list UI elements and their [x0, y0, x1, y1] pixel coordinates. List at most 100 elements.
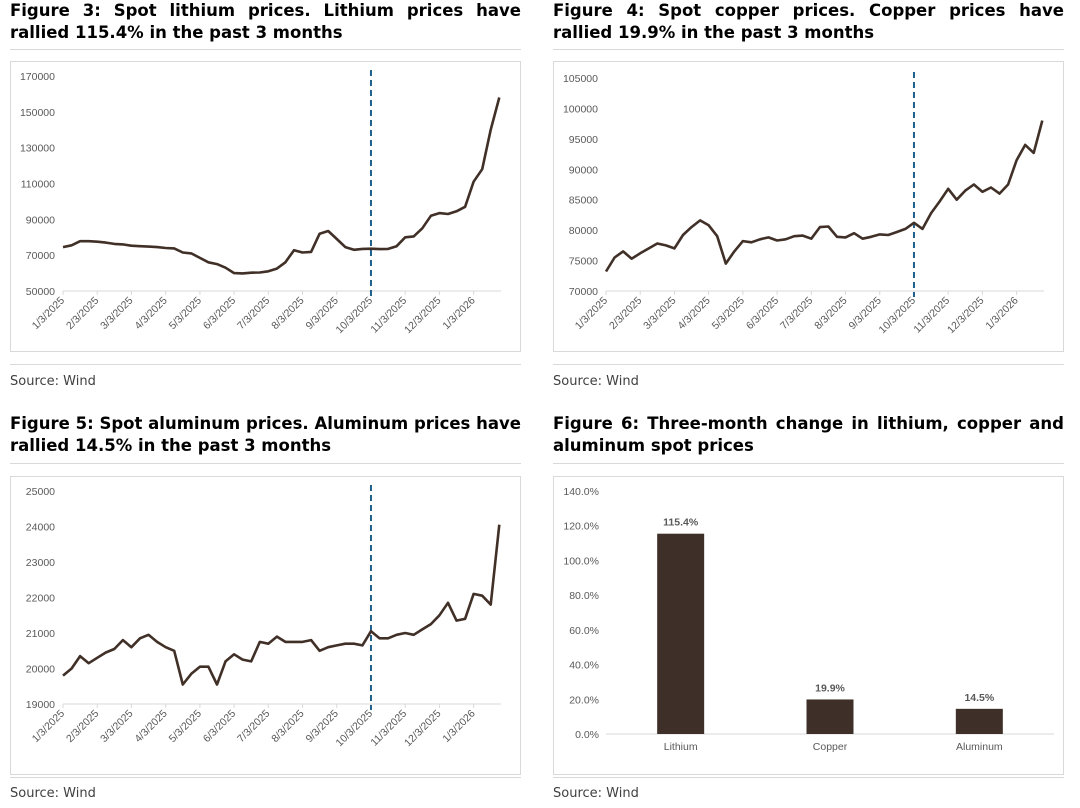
figure-3: Figure 3: Spot lithium prices. Lithium p…: [10, 0, 521, 395]
x-tick-label: 10/3/2025: [877, 295, 919, 337]
x-tick-label: 4/3/2025: [132, 708, 169, 745]
figure-4-title: Figure 4: Spot copper prices. Copper pri…: [553, 1, 1064, 42]
x-tick-label: 6/3/2025: [201, 708, 238, 745]
y-tick-label: 50000: [26, 286, 55, 298]
x-tick-label: 5/3/2025: [167, 708, 204, 745]
x-tick-label: 2/3/2025: [607, 295, 644, 332]
x-tick-label: 4/3/2025: [675, 295, 712, 332]
category-label: Aluminum: [956, 741, 1003, 753]
y-tick-label: 110000: [21, 179, 55, 191]
y-tick-label: 40.0%: [569, 660, 599, 672]
figure-3-title-rule: [10, 49, 521, 50]
x-tick-label: 3/3/2025: [98, 708, 135, 745]
figure-5: Figure 5: Spot aluminum prices. Aluminum…: [10, 413, 521, 808]
x-tick-label: 7/3/2025: [778, 295, 815, 332]
figure-6-source: Source: Wind: [553, 786, 639, 801]
bar-value-label: 115.4%: [663, 517, 699, 529]
y-tick-label: 25000: [26, 486, 55, 498]
change-bar-chart-svg: 0.0% 20.0% 40.0% 60.0% 80.0% 100.0% 120.0% 140.…: [563, 486, 1054, 753]
copper-chart-svg: 70000 75000 80000 85000 90000 95000 100000 1050…: [563, 72, 1044, 337]
series-line: [62, 97, 501, 275]
y-tick-label: 150000: [20, 107, 55, 119]
x-tick-label: 6/3/2025: [744, 295, 781, 332]
y-tick-label: 95000: [569, 134, 598, 146]
x-tick-label: 12/3/2025: [945, 295, 987, 337]
figure-4: Figure 4: Spot copper prices. Copper pri…: [553, 0, 1064, 395]
figure-5-title: Figure 5: Spot aluminum prices. Aluminum…: [10, 414, 521, 455]
y-tick-label: 130000: [20, 143, 55, 155]
figure-3-title: Figure 3: Spot lithium prices. Lithium p…: [10, 1, 521, 42]
series-line: [62, 524, 501, 686]
y-tick-label: 20000: [26, 664, 55, 676]
x-tick-label: 1/3/2025: [30, 708, 67, 745]
figure-5-source-rule: [10, 777, 521, 778]
x-tick-label: 8/3/2025: [812, 295, 849, 332]
bar-value-label: 19.9%: [815, 682, 845, 694]
y-tick-label: 0.0%: [575, 729, 599, 741]
figure-5-source: Source: Wind: [10, 786, 96, 801]
change-bar-chart: 0.0% 20.0% 40.0% 60.0% 80.0% 100.0% 120.0% 140.…: [553, 476, 1064, 775]
y-tick-label: 100000: [563, 103, 598, 115]
x-tick-label: 6/3/2025: [201, 295, 238, 332]
bar-value-label: 14.5%: [964, 692, 994, 704]
figure-3-source: Source: Wind: [10, 374, 96, 389]
lithium-chart: 50000 70000 90000 110000 130000 150000 170000 1…: [10, 61, 521, 352]
x-tick-label: 1/3/2026: [440, 708, 477, 745]
copper-chart: 70000 75000 80000 85000 90000 95000 100000 1050…: [553, 61, 1064, 352]
y-tick-label: 75000: [569, 256, 598, 268]
x-tick-label: 3/3/2025: [641, 295, 678, 332]
y-tick-label: 170000: [20, 71, 55, 83]
figure-6-source-rule: [553, 777, 1064, 778]
x-tick-label: 5/3/2025: [710, 295, 747, 332]
x-tick-label: 10/3/2025: [334, 708, 376, 750]
x-tick-label: 8/3/2025: [269, 295, 306, 332]
figure-6-title: Figure 6: Three-month change in lithium,…: [553, 414, 1064, 455]
figure-4-source-rule: [553, 364, 1064, 365]
category-label: Lithium: [664, 741, 698, 753]
y-tick-label: 80.0%: [569, 590, 599, 602]
figure-6-title-rule: [553, 463, 1064, 464]
x-tick-label: 1/3/2026: [440, 295, 477, 332]
y-tick-label: 70000: [26, 250, 55, 262]
figure-4-title-rule: [553, 49, 1064, 50]
x-tick-label: 8/3/2025: [269, 708, 306, 745]
figure-5-title-rule: [10, 463, 521, 464]
x-tick-label: 12/3/2025: [402, 295, 444, 337]
y-tick-label: 120.0%: [563, 521, 599, 533]
y-tick-label: 105000: [563, 73, 598, 85]
x-tick-label: 1/3/2025: [30, 295, 67, 332]
x-tick-label: 4/3/2025: [132, 295, 169, 332]
x-tick-label: 3/3/2025: [98, 295, 135, 332]
y-tick-label: 90000: [26, 214, 55, 226]
y-tick-label: 85000: [569, 195, 598, 207]
x-tick-label: 5/3/2025: [167, 295, 204, 332]
figure-3-source-rule: [10, 364, 521, 365]
y-tick-label: 140.0%: [563, 486, 599, 498]
category-label: Copper: [813, 741, 848, 753]
y-tick-label: 20.0%: [569, 694, 599, 706]
x-tick-label: 2/3/2025: [64, 708, 101, 745]
x-tick-label: 10/3/2025: [334, 295, 376, 337]
x-tick-label: 7/3/2025: [235, 708, 272, 745]
y-tick-label: 21000: [26, 628, 55, 640]
y-tick-label: 80000: [569, 225, 598, 237]
bar-copper: [806, 699, 854, 734]
lithium-chart-svg: 50000 70000 90000 110000 130000 150000 170000 1…: [20, 70, 501, 337]
aluminum-chart-svg: 19000 20000 21000 22000 23000 24000 25000 1/3/2…: [26, 485, 501, 750]
y-tick-label: 100.0%: [563, 555, 599, 567]
y-tick-label: 22000: [26, 593, 55, 605]
aluminum-chart: 19000 20000 21000 22000 23000 24000 25000 1/3/2…: [10, 476, 521, 775]
y-tick-label: 60.0%: [569, 625, 599, 637]
x-tick-label: 2/3/2025: [64, 295, 101, 332]
figure-4-source: Source: Wind: [553, 374, 639, 389]
y-tick-label: 90000: [569, 164, 598, 176]
x-tick-label: 1/3/2025: [573, 295, 610, 332]
figure-6: Figure 6: Three-month change in lithium,…: [553, 413, 1064, 808]
y-tick-label: 70000: [569, 286, 598, 298]
bar-lithium: [657, 533, 705, 734]
y-tick-label: 23000: [26, 557, 55, 569]
x-tick-label: 1/3/2026: [983, 295, 1020, 332]
x-tick-label: 7/3/2025: [235, 295, 272, 332]
series-line: [604, 120, 1044, 273]
y-tick-label: 24000: [26, 522, 55, 534]
